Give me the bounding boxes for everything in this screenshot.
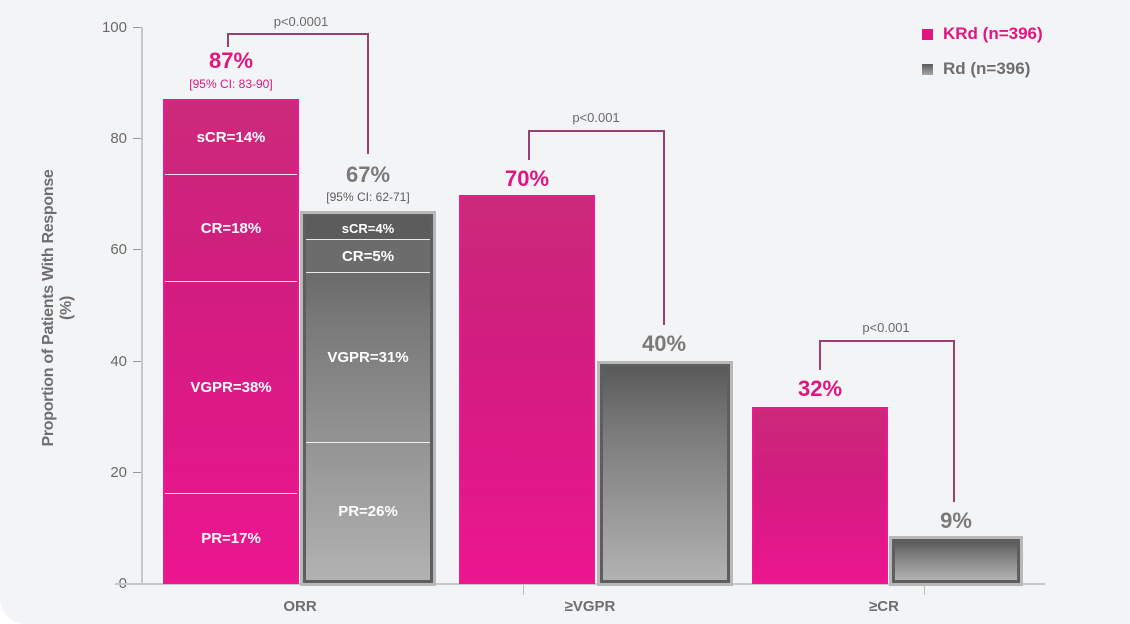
orr-krd-value: 87%: [208, 48, 254, 73]
x-tick-mark: [924, 585, 925, 595]
bar-vgpr-krd[interactable]: [459, 195, 595, 584]
cr-significance-bracket-left: [819, 340, 955, 370]
segment-scr: sCR=4%: [306, 217, 430, 239]
segment-vgpr: VGPR=31%: [306, 272, 430, 442]
bar-orr-rd[interactable]: sCR=4% CR=5% VGPR=31% PR=26%: [300, 211, 436, 586]
y-tick-20: 20: [110, 464, 127, 481]
segment-cr: CR=5%: [306, 239, 430, 272]
cr-krd-value: 32%: [797, 376, 843, 401]
y-axis-title: Proportion of Patients With Response (%): [40, 169, 75, 447]
x-tick-mark: [523, 585, 524, 595]
vgpr-pvalue: p<0.001: [572, 110, 620, 125]
y-tick-100: 100: [101, 19, 127, 36]
vgpr-rd-value: 40%: [641, 331, 687, 356]
y-tick-mark: [133, 361, 141, 362]
legend-swatch-rd-icon: [922, 63, 933, 75]
y-tick-mark: [133, 27, 141, 28]
y-tick-40: 40: [110, 353, 127, 370]
legend-swatch-krd-icon: [922, 28, 933, 40]
cr-pvalue: p<0.001: [862, 320, 910, 335]
legend-label-rd: Rd (n=396): [943, 59, 1031, 78]
segment-cr: CR=18%: [165, 174, 297, 281]
cr-significance-bracket-right: [953, 340, 955, 502]
legend-label-krd: KRd (n=396): [943, 24, 1043, 43]
segment-vgpr: VGPR=38%: [165, 281, 297, 493]
orr-significance-bracket-left: [227, 33, 369, 47]
bar-vgpr-rd[interactable]: [597, 361, 733, 586]
y-tick-mark: [133, 138, 141, 139]
y-axis-line: [141, 27, 143, 584]
x-axis-line: [115, 583, 1045, 585]
segment-pr: PR=26%: [306, 442, 430, 580]
x-category-vgpr: ≥VGPR: [564, 598, 616, 615]
x-category-orr: ORR: [283, 598, 317, 615]
orr-rd-value: 67%: [345, 162, 391, 187]
segment-pr: PR=17%: [165, 493, 297, 582]
vgpr-krd-value: 70%: [504, 166, 550, 191]
legend-item-krd[interactable]: KRd (n=396): [922, 24, 1043, 44]
orr-significance-bracket-right: [367, 33, 369, 154]
y-tick-80: 80: [110, 130, 127, 147]
vgpr-significance-bracket-left: [528, 130, 665, 160]
bar-cr-rd[interactable]: [889, 536, 1023, 586]
legend-item-rd[interactable]: Rd (n=396): [922, 59, 1030, 79]
orr-krd-ci: [95% CI: 83-90]: [189, 77, 273, 91]
x-category-cr: ≥CR: [869, 598, 899, 615]
y-tick-60: 60: [110, 241, 127, 258]
y-tick-mark: [133, 472, 141, 473]
bar-orr-krd[interactable]: sCR=14% CR=18% VGPR=38% PR=17%: [163, 99, 299, 584]
y-tick-mark: [133, 249, 141, 250]
orr-rd-ci: [95% CI: 62-71]: [326, 190, 410, 204]
segment-scr: sCR=14%: [196, 129, 266, 146]
orr-pvalue: p<0.0001: [273, 14, 329, 29]
cr-rd-value: 9%: [940, 508, 972, 533]
vgpr-significance-bracket-right: [663, 130, 665, 325]
bar-cr-krd[interactable]: [752, 407, 888, 584]
